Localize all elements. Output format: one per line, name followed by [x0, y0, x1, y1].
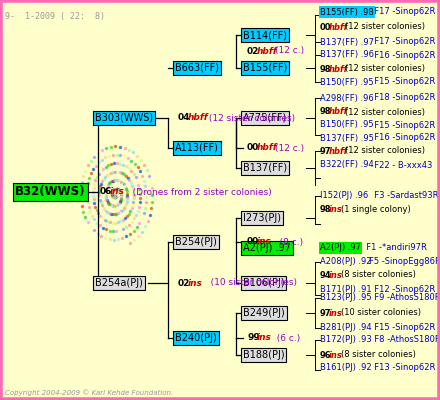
Text: F17 -Sinop62R: F17 -Sinop62R [369, 38, 435, 46]
Text: A298(FF) .96: A298(FF) .96 [320, 94, 374, 102]
Text: 96: 96 [320, 350, 332, 360]
Text: F1 -*andiri97R: F1 -*andiri97R [361, 244, 427, 252]
Text: F22 - B-xxx43: F22 - B-xxx43 [369, 160, 432, 170]
Text: (10 sister colonies): (10 sister colonies) [202, 278, 297, 288]
Text: B137(FF) .96: B137(FF) .96 [320, 50, 374, 60]
Text: B249(PJ): B249(PJ) [243, 308, 285, 318]
Text: 9-  1-2009 ( 22:  8): 9- 1-2009 ( 22: 8) [5, 12, 105, 21]
Text: 99: 99 [247, 334, 260, 342]
Text: F16 -Sinop62R: F16 -Sinop62R [369, 50, 435, 60]
Text: Copyright 2004-2009 © Karl Kehde Foundation.: Copyright 2004-2009 © Karl Kehde Foundat… [5, 389, 173, 396]
Text: B303(WWS): B303(WWS) [95, 113, 153, 123]
Text: 97: 97 [320, 146, 331, 156]
Text: A208(PJ) .92: A208(PJ) .92 [320, 258, 371, 266]
Text: 06: 06 [100, 188, 112, 196]
Text: B254a(PJ): B254a(PJ) [95, 278, 143, 288]
Text: 00: 00 [247, 238, 259, 246]
Text: (12 sister colonies): (12 sister colonies) [345, 22, 425, 32]
Text: B137(FF) .95: B137(FF) .95 [320, 134, 374, 142]
Text: F12 -Sinop62R: F12 -Sinop62R [369, 286, 435, 294]
Text: A113(FF): A113(FF) [175, 143, 219, 153]
Text: (12 sister colonies): (12 sister colonies) [345, 64, 425, 74]
Text: hbff: hbff [257, 144, 278, 152]
Text: ins: ins [329, 270, 343, 280]
Text: ins: ins [329, 350, 343, 360]
Text: F15 -Sinop62R: F15 -Sinop62R [369, 324, 435, 332]
Text: B155(FF): B155(FF) [243, 63, 287, 73]
Text: B137(FF): B137(FF) [243, 163, 287, 173]
Text: 98: 98 [320, 64, 331, 74]
Text: ins: ins [257, 238, 272, 246]
Text: B281(PJ) .94: B281(PJ) .94 [320, 324, 372, 332]
Text: F13 -Sinop62R: F13 -Sinop62R [369, 364, 435, 372]
Text: B137(FF) .97: B137(FF) .97 [320, 38, 374, 46]
Text: ins: ins [329, 206, 343, 214]
Text: B172(PJ) .93: B172(PJ) .93 [320, 336, 372, 344]
Text: 00: 00 [320, 22, 331, 32]
Text: A2(PJ) .97: A2(PJ) .97 [243, 243, 291, 253]
Text: B240(PJ): B240(PJ) [175, 333, 217, 343]
Text: F9 -AthosS180R: F9 -AthosS180R [369, 294, 440, 302]
Text: (10 sister colonies): (10 sister colonies) [341, 308, 422, 318]
Text: (12 c.): (12 c.) [275, 144, 304, 152]
Text: hbff: hbff [329, 22, 348, 32]
Text: B155(FF) .98: B155(FF) .98 [320, 8, 374, 16]
Text: (8 c.): (8 c.) [271, 238, 303, 246]
Text: F15 -Sinop62R: F15 -Sinop62R [369, 120, 435, 130]
Text: 00: 00 [247, 144, 259, 152]
Text: B123(PJ) .95: B123(PJ) .95 [320, 294, 372, 302]
Text: (12 sister colonies): (12 sister colonies) [345, 108, 425, 116]
Text: F17 -Sinop62R: F17 -Sinop62R [369, 8, 435, 16]
Text: (1 single colony): (1 single colony) [341, 206, 411, 214]
Text: ins: ins [110, 188, 125, 196]
Text: F8 -AthosS180R: F8 -AthosS180R [369, 336, 440, 344]
Text: ins: ins [188, 278, 203, 288]
Text: F15 -Sinop62R: F15 -Sinop62R [369, 78, 435, 86]
Text: F5 -SinopEgg86R: F5 -SinopEgg86R [369, 258, 440, 266]
Text: (12 sister colonies): (12 sister colonies) [345, 146, 425, 156]
Text: 02: 02 [178, 278, 191, 288]
Text: ins: ins [329, 308, 343, 318]
Text: 94: 94 [320, 270, 332, 280]
Text: B188(PJ): B188(PJ) [243, 350, 285, 360]
Text: B114(FF): B114(FF) [243, 30, 287, 40]
Text: 97: 97 [320, 308, 331, 318]
Text: 04: 04 [178, 114, 191, 122]
Text: ins: ins [257, 334, 272, 342]
Text: F18 -Sinop62R: F18 -Sinop62R [369, 94, 435, 102]
Text: (8 sister colonies): (8 sister colonies) [341, 350, 416, 360]
Text: 02: 02 [247, 46, 259, 56]
Text: A2(PJ) .97: A2(PJ) .97 [320, 244, 361, 252]
Text: B663(FF): B663(FF) [175, 63, 219, 73]
Text: F3 -Sardast93R: F3 -Sardast93R [369, 192, 438, 200]
Text: B150(FF) .95: B150(FF) .95 [320, 120, 374, 130]
Text: hbff: hbff [329, 146, 348, 156]
Text: B106(PJ): B106(PJ) [243, 278, 285, 288]
Text: 98: 98 [320, 108, 331, 116]
Text: hbff: hbff [329, 108, 348, 116]
Text: 98: 98 [320, 206, 331, 214]
Text: (12 sister colonies): (12 sister colonies) [206, 114, 295, 122]
Text: B322(FF) .94: B322(FF) .94 [320, 160, 374, 170]
Text: B254(PJ): B254(PJ) [175, 237, 217, 247]
Text: (Drones from 2 sister colonies): (Drones from 2 sister colonies) [124, 188, 271, 196]
Text: F16 -Sinop62R: F16 -Sinop62R [369, 134, 435, 142]
Text: (12 c.): (12 c.) [275, 46, 304, 56]
Text: hbff: hbff [257, 46, 278, 56]
Text: (8 sister colonies): (8 sister colonies) [341, 270, 416, 280]
Text: (6 c.): (6 c.) [271, 334, 300, 342]
Text: B161(PJ) .92: B161(PJ) .92 [320, 364, 372, 372]
Text: I152(PJ) .96: I152(PJ) .96 [320, 192, 368, 200]
Text: B150(FF) .95: B150(FF) .95 [320, 78, 374, 86]
Text: I273(PJ): I273(PJ) [243, 213, 281, 223]
Text: A775(FF): A775(FF) [243, 113, 287, 123]
Text: B32(WWS): B32(WWS) [15, 186, 85, 198]
Text: hbff: hbff [188, 114, 209, 122]
Text: B171(PJ) .91: B171(PJ) .91 [320, 286, 372, 294]
Text: hbff: hbff [329, 64, 348, 74]
